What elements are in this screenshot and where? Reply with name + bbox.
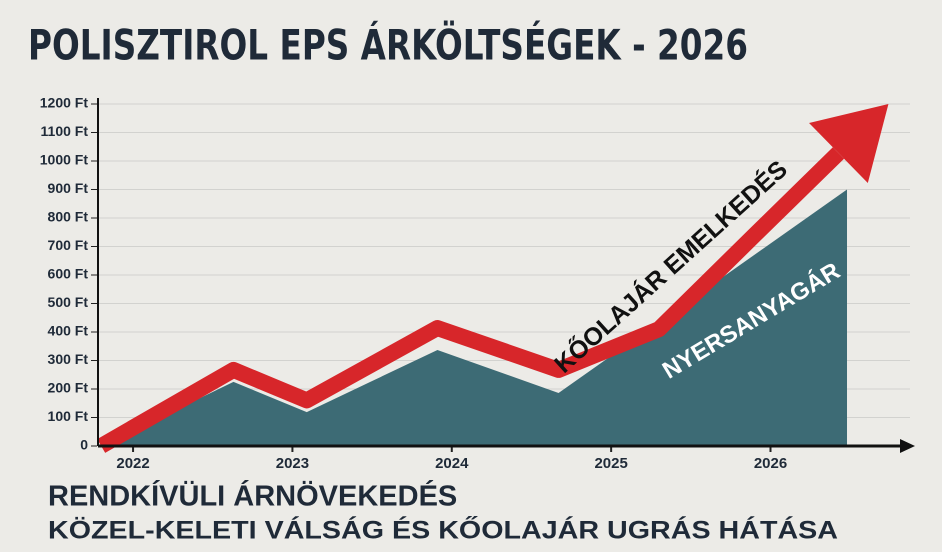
x-tick-label: 2022 [116, 455, 149, 472]
y-tick-label: 1000 Ft [40, 152, 89, 168]
y-tick-label: 100 Ft [48, 408, 89, 424]
y-tick-label: 600 Ft [48, 266, 89, 282]
y-tick-label: 900 Ft [48, 180, 89, 196]
y-tick-label: 300 Ft [48, 351, 89, 367]
arrow-head [809, 104, 889, 183]
x-tick-label: 2024 [435, 455, 469, 472]
arrow-line [97, 147, 845, 453]
subtitle: RENDKÍVÜLI ÁRNÖVEKEDÉS [48, 479, 457, 513]
x-tick-label: 2023 [276, 455, 309, 472]
chart-title: POLISZTIROL EPS ÁRKÖLTSÉGEK - 2026 [28, 20, 748, 70]
y-tick-label: 1200 Ft [40, 95, 89, 111]
y-tick-label: 1100 Ft [41, 123, 89, 139]
y-tick-label: 800 Ft [48, 209, 89, 225]
x-tick-label: 2025 [594, 455, 627, 472]
y-tick-label: 200 Ft [48, 380, 89, 396]
area [101, 189, 848, 446]
x-axis-arrow [900, 439, 915, 453]
y-tick-label: 700 Ft [48, 237, 89, 253]
y-tick-label: 0 [80, 437, 88, 453]
note: KÖZEL-KELETI VÁLSÁG ÉS KŐOLAJÁR UGRÁS HÁ… [48, 516, 838, 545]
x-tick-label: 2026 [754, 455, 787, 472]
y-tick-label: 400 Ft [48, 323, 89, 339]
y-tick-label: 500 Ft [48, 294, 89, 310]
